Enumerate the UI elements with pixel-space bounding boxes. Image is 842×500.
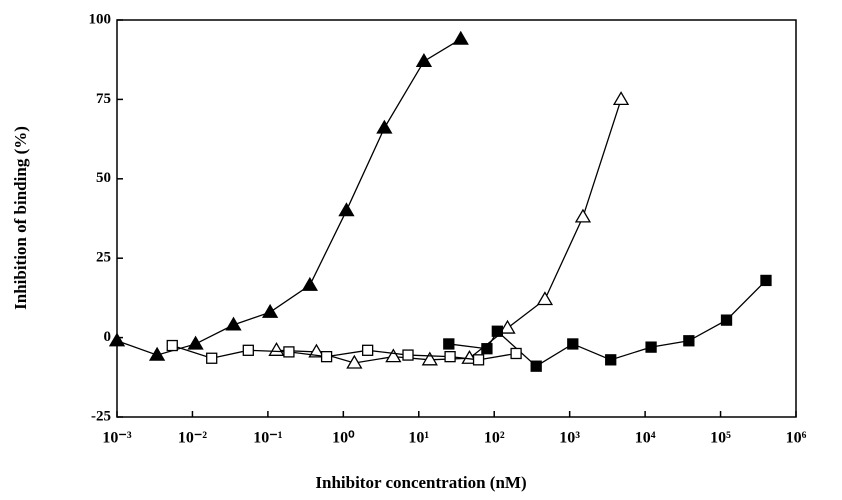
square-marker <box>444 351 456 363</box>
triangle-marker <box>301 276 318 291</box>
triangle-marker <box>261 303 279 318</box>
triangle-marker <box>308 343 325 358</box>
y-tick-label: 0 <box>104 329 112 345</box>
triangle-marker <box>148 346 166 361</box>
series-line <box>276 99 622 364</box>
triangle-marker <box>499 319 516 334</box>
series-line <box>448 279 767 367</box>
triangle-marker <box>346 354 363 369</box>
y-tick-label: 100 <box>89 11 112 27</box>
square-marker <box>510 347 522 360</box>
square-marker <box>720 314 733 326</box>
square-marker <box>320 351 333 363</box>
y-tick-label: 25 <box>96 250 111 266</box>
x-tick-label: 10³ <box>559 430 580 447</box>
square-marker <box>530 360 542 372</box>
triangle-marker <box>452 30 469 45</box>
triangle-marker <box>187 335 204 350</box>
triangle-marker <box>108 332 126 347</box>
plot-frame <box>116 19 797 418</box>
square-marker <box>760 274 772 287</box>
x-tick-label: 10⁻³ <box>102 430 131 447</box>
square-marker <box>402 349 414 361</box>
x-tick-label: 10² <box>484 430 505 447</box>
x-axis-label: Inhibitor concentration (nM) <box>315 473 526 492</box>
square-marker <box>443 338 455 350</box>
square-marker <box>491 325 503 337</box>
square-marker <box>481 343 493 355</box>
series-line <box>172 344 517 361</box>
triangle-marker <box>225 316 242 331</box>
x-tick-label: 10⁴ <box>635 430 656 447</box>
y-tick-label: 75 <box>96 91 111 107</box>
x-tick-label: 10⁻² <box>178 430 207 447</box>
square-marker <box>472 354 485 366</box>
triangle-marker <box>574 208 592 223</box>
square-marker <box>166 339 178 352</box>
square-marker <box>361 344 374 356</box>
x-tick-label: 10¹ <box>408 430 429 447</box>
triangle-marker <box>268 342 285 356</box>
triangle-marker <box>421 351 438 366</box>
square-marker <box>206 352 218 364</box>
square-marker <box>567 338 579 350</box>
triangle-marker <box>338 202 355 217</box>
x-tick-label: 10⁶ <box>786 430 807 447</box>
square-marker <box>605 354 617 366</box>
square-marker <box>645 341 657 353</box>
square-marker <box>683 335 695 347</box>
series-line <box>116 38 462 356</box>
x-tick-label: 10⁵ <box>710 430 731 447</box>
y-axis-label: Inhibition of binding (%) <box>11 126 30 310</box>
triangle-marker <box>385 348 402 363</box>
y-tick-label: 50 <box>96 170 111 186</box>
square-marker <box>242 344 254 356</box>
triangle-marker <box>612 91 630 106</box>
y-tick-label: -25 <box>91 408 111 424</box>
triangle-marker <box>376 119 393 134</box>
triangle-marker <box>536 291 554 306</box>
triangle-marker <box>415 52 433 67</box>
square-marker <box>283 346 295 358</box>
x-tick-label: 10⁻¹ <box>253 430 282 447</box>
x-tick-label: 10⁰ <box>332 430 355 447</box>
